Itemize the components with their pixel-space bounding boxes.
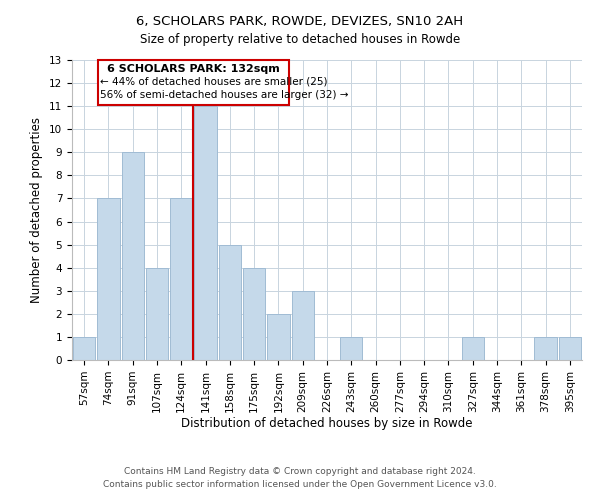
Bar <box>340 337 362 360</box>
Bar <box>559 337 581 360</box>
Bar <box>267 314 290 360</box>
Text: Contains HM Land Registry data © Crown copyright and database right 2024.
Contai: Contains HM Land Registry data © Crown c… <box>103 467 497 489</box>
Bar <box>243 268 265 360</box>
Bar <box>218 244 241 360</box>
Bar <box>535 337 557 360</box>
Bar <box>170 198 193 360</box>
Bar <box>292 291 314 360</box>
Text: Size of property relative to detached houses in Rowde: Size of property relative to detached ho… <box>140 32 460 46</box>
Text: ← 44% of detached houses are smaller (25): ← 44% of detached houses are smaller (25… <box>100 76 328 86</box>
Text: 6, SCHOLARS PARK, ROWDE, DEVIZES, SN10 2AH: 6, SCHOLARS PARK, ROWDE, DEVIZES, SN10 2… <box>136 15 464 28</box>
Text: 6 SCHOLARS PARK: 132sqm: 6 SCHOLARS PARK: 132sqm <box>107 64 280 74</box>
Bar <box>194 106 217 360</box>
FancyBboxPatch shape <box>97 60 289 105</box>
Y-axis label: Number of detached properties: Number of detached properties <box>31 117 43 303</box>
Bar <box>73 337 95 360</box>
Bar <box>461 337 484 360</box>
Bar <box>97 198 119 360</box>
Text: 56% of semi-detached houses are larger (32) →: 56% of semi-detached houses are larger (… <box>100 90 349 100</box>
Bar <box>122 152 144 360</box>
X-axis label: Distribution of detached houses by size in Rowde: Distribution of detached houses by size … <box>181 418 473 430</box>
Bar <box>146 268 168 360</box>
